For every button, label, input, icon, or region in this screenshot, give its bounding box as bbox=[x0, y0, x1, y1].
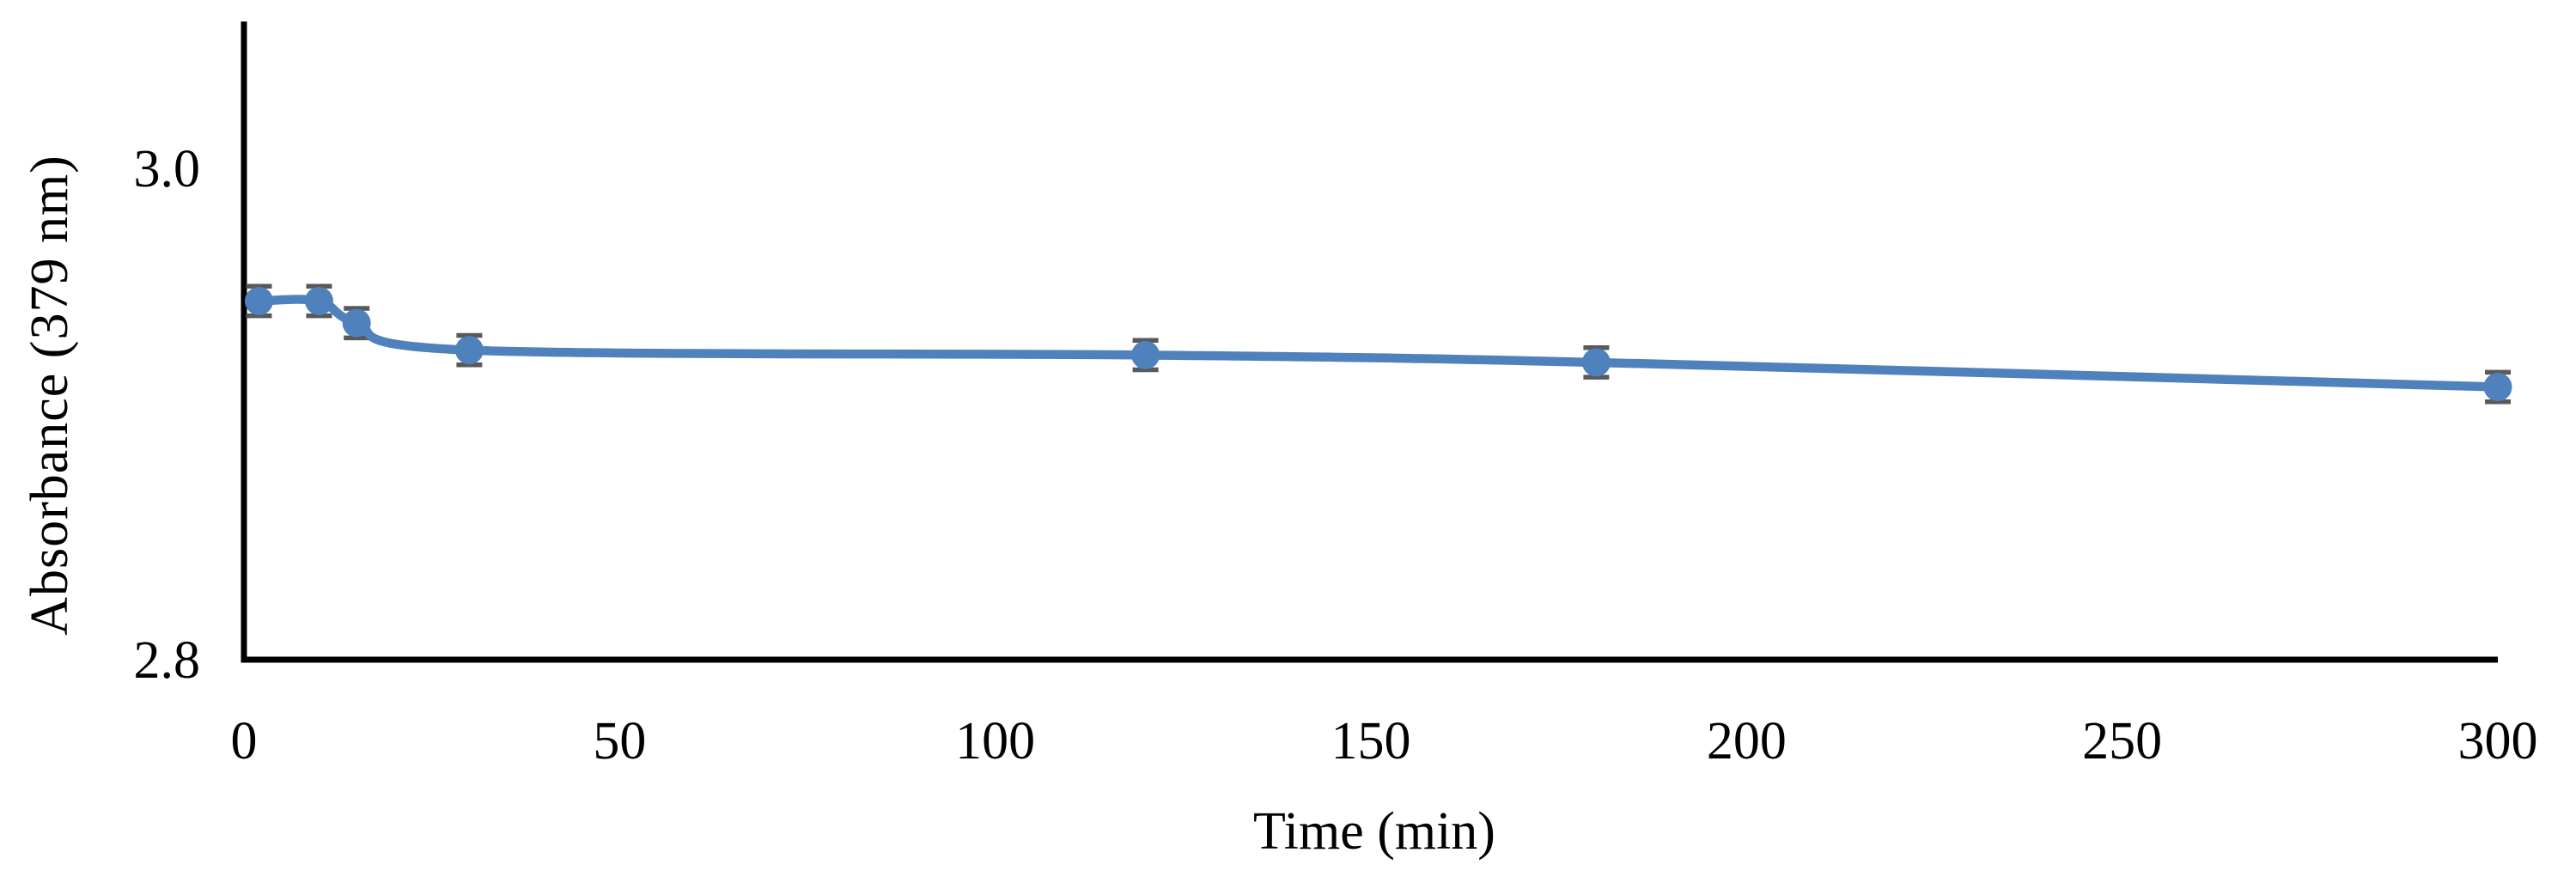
error-bars bbox=[246, 283, 2511, 405]
data-point-marker bbox=[454, 336, 484, 365]
y-tick-label: 2.8 bbox=[134, 631, 201, 690]
x-tick-label: 0 bbox=[231, 712, 258, 770]
x-tick-label: 50 bbox=[593, 712, 646, 770]
x-tick-labels: 0 50 100 150 200 250 300 bbox=[231, 712, 2538, 770]
data-point-marker bbox=[304, 286, 333, 315]
y-axis-title: Absorbance (379 nm) bbox=[21, 155, 79, 636]
data-point-marker bbox=[244, 286, 273, 315]
series-line bbox=[254, 295, 2503, 392]
data-series bbox=[244, 286, 2512, 402]
data-point-marker bbox=[2483, 373, 2512, 402]
y-tick-label: 3.0 bbox=[134, 140, 201, 198]
x-tick-label: 100 bbox=[955, 712, 1035, 770]
data-point-marker bbox=[342, 308, 371, 338]
x-tick-label: 250 bbox=[2082, 712, 2162, 770]
x-axis-title: Time (min) bbox=[1253, 802, 1495, 861]
x-tick-label: 300 bbox=[2458, 712, 2538, 770]
data-point-marker bbox=[1581, 348, 1611, 377]
y-tick-labels: 2.8 3.0 bbox=[134, 140, 201, 690]
x-tick-label: 150 bbox=[1331, 712, 1411, 770]
x-tick-label: 200 bbox=[1707, 712, 1787, 770]
data-point-marker bbox=[1131, 340, 1160, 369]
